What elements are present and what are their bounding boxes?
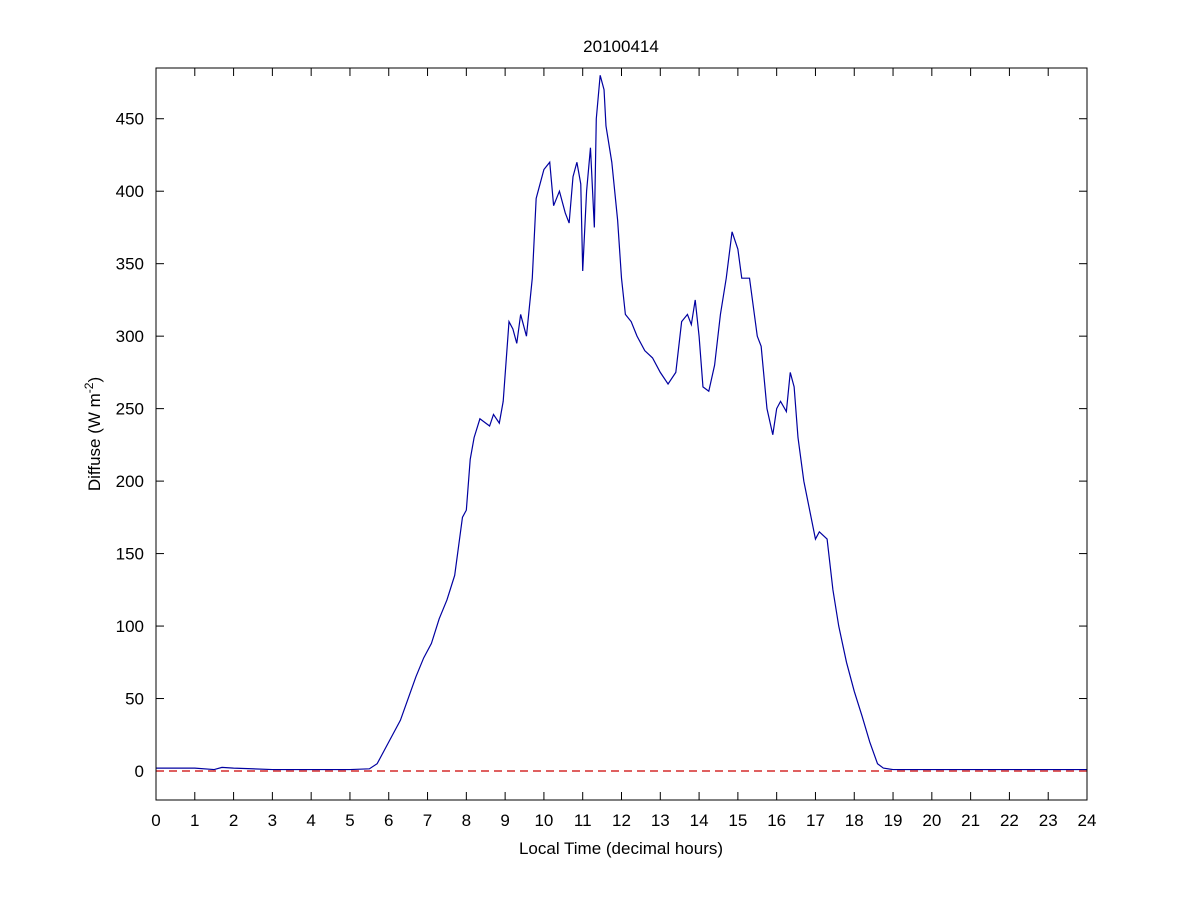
chart-title: 20100414 [583,37,659,56]
plot-frame [155,67,1088,801]
y-tick-label: 350 [116,255,144,274]
x-tick-label: 14 [690,811,709,830]
y-tick-label: 100 [116,617,144,636]
x-tick-label: 16 [767,811,786,830]
y-axis-label: Diffuse (W m-2) [82,377,104,491]
x-tick-label: 10 [534,811,553,830]
y-tick-label: 150 [116,545,144,564]
y-axis-label-sup: -2 [82,382,96,393]
x-tick-label: 2 [229,811,238,830]
x-tick-label: 12 [612,811,631,830]
x-tick-label: 24 [1078,811,1097,830]
y-tick-label: 300 [116,327,144,346]
x-tick-label: 8 [462,811,471,830]
x-tick-label: 20 [922,811,941,830]
y-axis-label-text: Diffuse (W m [85,393,104,491]
x-tick-label: 19 [884,811,903,830]
x-tick-label: 0 [151,811,160,830]
y-tick-label: 200 [116,472,144,491]
y-tick-label: 0 [135,762,144,781]
data-line [156,75,1087,771]
x-tick-label: 4 [306,811,315,830]
x-tick-label: 22 [1000,811,1019,830]
x-tick-label: 9 [500,811,509,830]
x-tick-label: 7 [423,811,432,830]
y-tick-label: 400 [116,182,144,201]
y-axis-label-end: ) [85,377,104,383]
x-tick-label: 23 [1039,811,1058,830]
x-tick-label: 3 [268,811,277,830]
x-tick-label: 11 [574,811,592,830]
x-tick-label: 6 [384,811,393,830]
x-tick-label: 15 [728,811,747,830]
x-tick-label: 18 [845,811,864,830]
x-tick-label: 13 [651,811,670,830]
x-tick-label: 21 [961,811,980,830]
x-axis-label: Local Time (decimal hours) [519,839,723,858]
x-tick-label: 1 [190,811,199,830]
y-tick-label: 250 [116,400,144,419]
x-tick-label: 17 [806,811,825,830]
x-tick-label: 5 [345,811,354,830]
y-tick-label: 50 [125,690,144,709]
y-tick-label: 450 [116,110,144,129]
